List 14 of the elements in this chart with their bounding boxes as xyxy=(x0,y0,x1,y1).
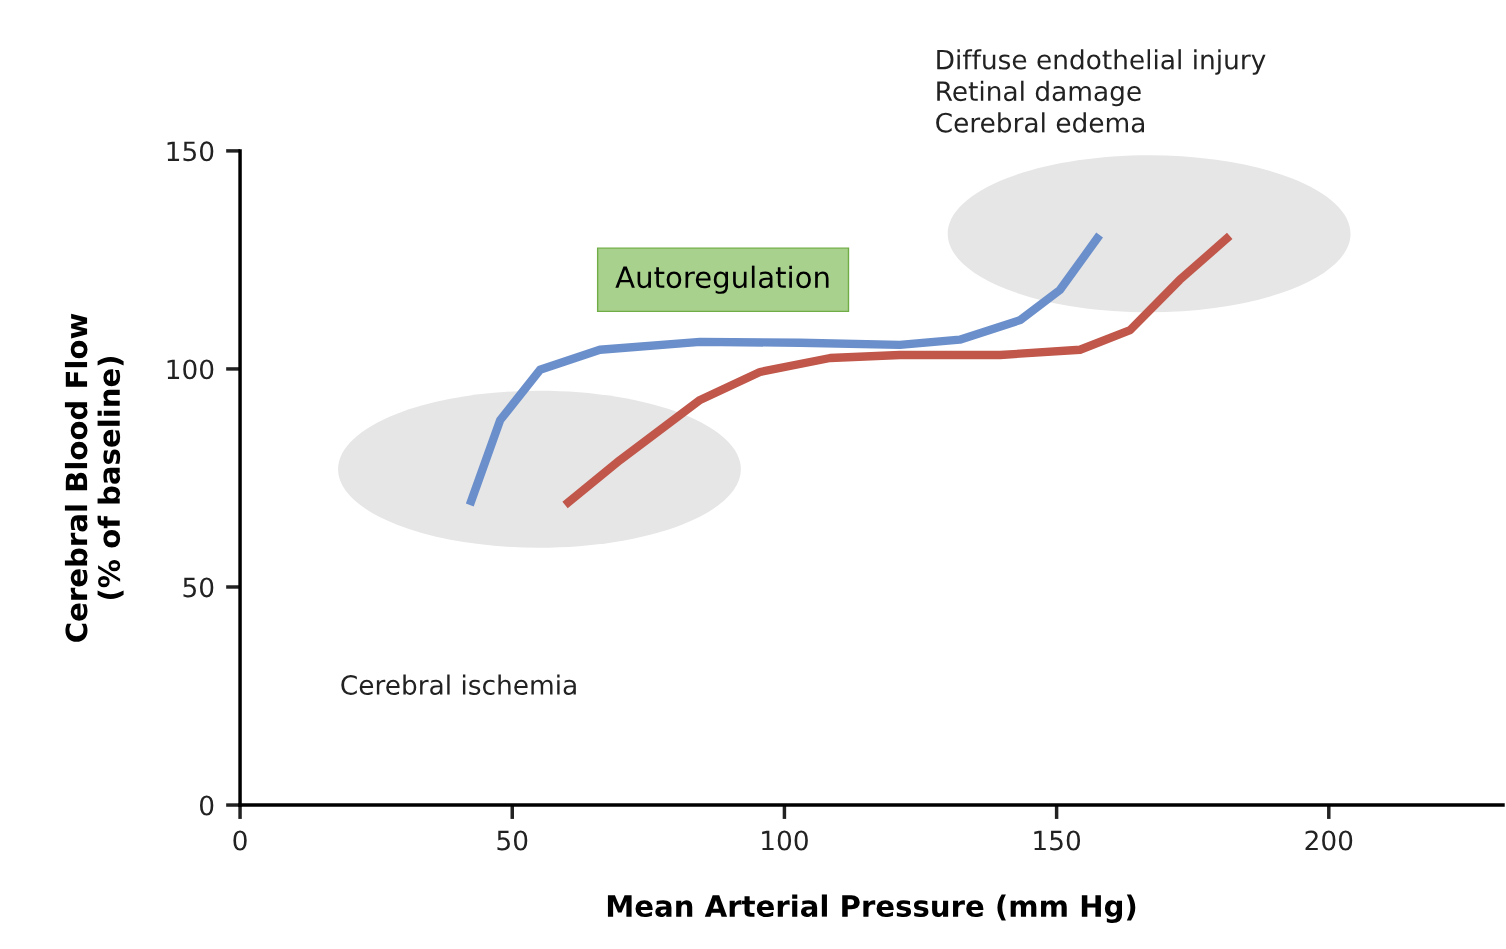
x-tick-label: 100 xyxy=(762,830,808,851)
y-axis-title: Cerebral Blood Flow (% of baseline) xyxy=(64,313,124,642)
x-axis-title: Mean Arterial Pressure (mm Hg) xyxy=(607,894,1136,923)
x-tick-label: 200 xyxy=(1305,830,1353,851)
annotation: Cerebral ischemia xyxy=(341,674,576,695)
x-tick-label: 0 xyxy=(233,830,247,851)
y-tick-label: 150 xyxy=(167,141,214,162)
x-tick-label: 150 xyxy=(1034,830,1081,851)
y-tick-label: 50 xyxy=(183,577,214,598)
x-tick-label: 50 xyxy=(497,830,528,851)
annotation: Autoregulation xyxy=(615,265,829,294)
text: Diffuse endothelial injury Retinal damage Cerebral edema xyxy=(936,49,1266,133)
y-tick-label: 0 xyxy=(200,795,214,816)
y-tick-label: 100 xyxy=(167,359,214,380)
